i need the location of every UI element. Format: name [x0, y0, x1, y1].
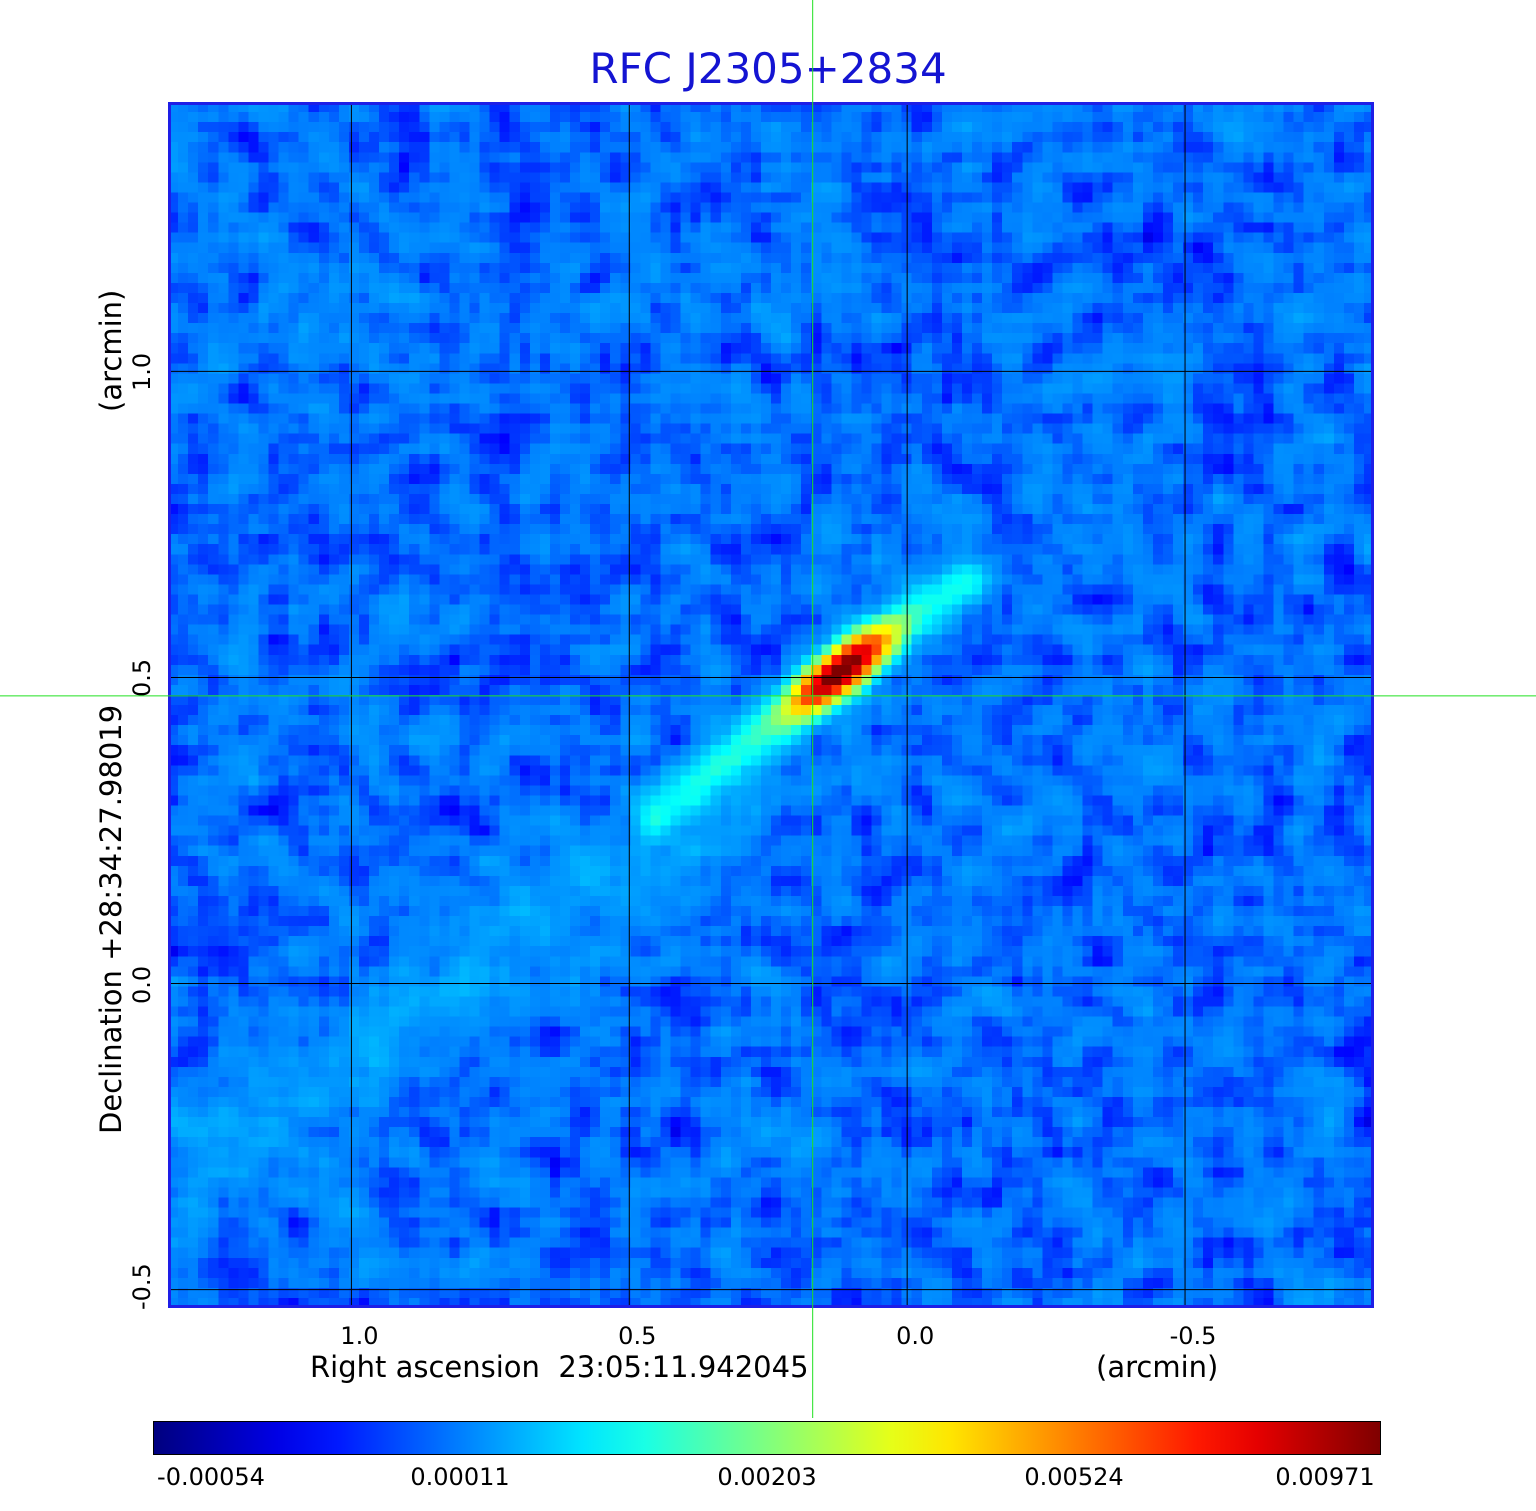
plot-frame-border [168, 102, 1374, 1308]
colorbar-tick-label: -0.00054 [157, 1463, 265, 1491]
y-tick-label: -0.5 [128, 1262, 156, 1310]
x-tick-label: 1.0 [340, 1322, 379, 1350]
x-tick-label: -0.5 [1169, 1322, 1217, 1350]
colorbar-tick-label: 0.00011 [410, 1463, 510, 1491]
y-tick-label: 0.5 [128, 659, 156, 698]
colorbar-tick-label: 0.00203 [717, 1463, 817, 1491]
x-axis-label: Right ascension 23:05:11.942045 [310, 1350, 809, 1384]
chart-title: RFC J2305+2834 [589, 44, 947, 93]
y-tick-label: 1.0 [128, 353, 156, 392]
colorbar [153, 1421, 1381, 1455]
x-axis-unit: (arcmin) [1096, 1350, 1219, 1384]
plot-area [168, 102, 1374, 1308]
colorbar-tick-label: 0.00971 [1275, 1463, 1375, 1491]
plot-overlay [168, 102, 1374, 1308]
y-tick-label: 0.0 [128, 965, 156, 1004]
y-axis-unit: (arcmin) [94, 289, 128, 412]
x-tick-label: 0.0 [896, 1322, 935, 1350]
intensity-map [168, 102, 1374, 1308]
y-axis-label: Declination +28:34:27.98019 [94, 704, 128, 1134]
colorbar-tick-label: 0.00524 [1024, 1463, 1124, 1491]
x-tick-label: 0.5 [618, 1322, 657, 1350]
